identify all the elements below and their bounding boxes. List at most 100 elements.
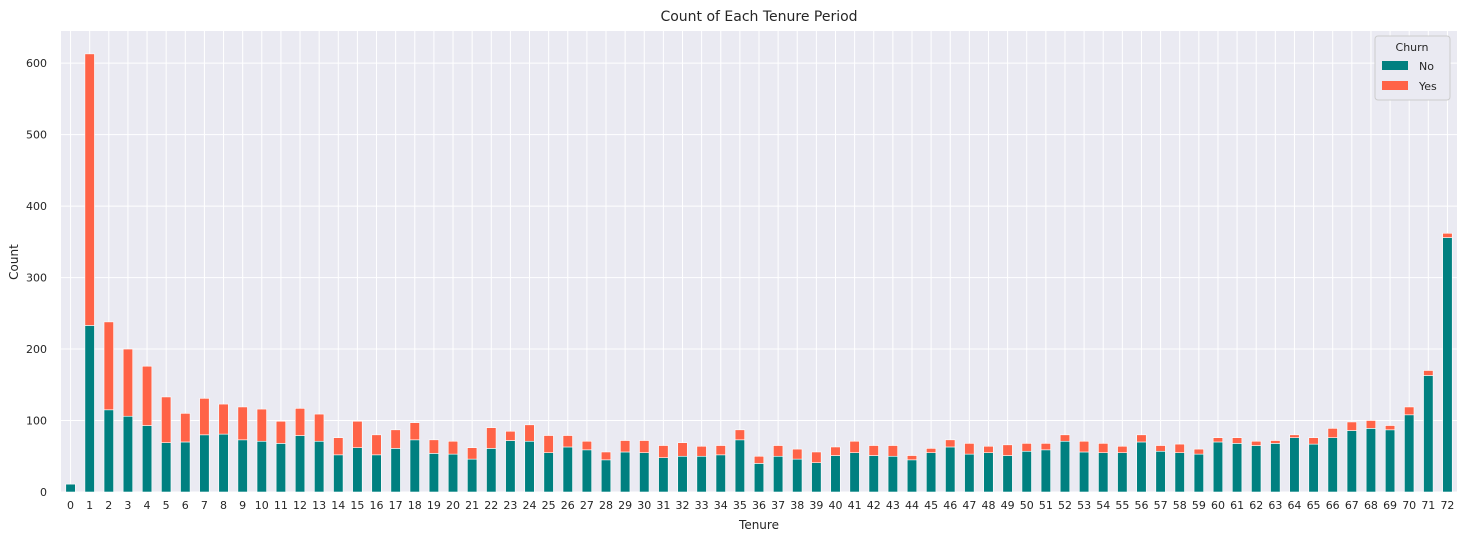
y-tick-label: 0 (40, 486, 47, 499)
legend-swatch-no (1382, 61, 1408, 70)
x-tick-label: 50 (1020, 499, 1034, 512)
x-tick-label: 14 (331, 499, 345, 512)
bar-yes-2 (103, 321, 114, 411)
x-tick-label: 54 (1096, 499, 1110, 512)
bar-yes-66 (1327, 428, 1338, 438)
bar-yes-8 (218, 403, 229, 435)
bar-yes-54 (1098, 443, 1109, 453)
bar-no-21 (467, 458, 478, 493)
bar-yes-13 (314, 413, 325, 442)
bar-yes-32 (677, 442, 688, 457)
y-tick-label: 400 (26, 200, 47, 213)
bar-yes-72 (1442, 232, 1453, 238)
x-tick-label: 30 (637, 499, 651, 512)
x-tick-label: 49 (1001, 499, 1015, 512)
legend-title: Churn (1396, 41, 1429, 54)
bar-yes-36 (753, 455, 765, 464)
bar-no-10 (256, 440, 267, 493)
bar-yes-12 (294, 408, 306, 436)
bar-yes-58 (1174, 443, 1185, 453)
bar-yes-48 (983, 445, 994, 453)
x-tick-label: 44 (905, 499, 919, 512)
bar-no-33 (696, 455, 707, 493)
x-tick-label: 72 (1440, 499, 1454, 512)
x-tick-label: 6 (182, 499, 189, 512)
x-tick-label: 34 (714, 499, 728, 512)
x-tick-label: 27 (580, 499, 594, 512)
bar-yes-53 (1079, 440, 1090, 453)
x-tick-label: 53 (1077, 499, 1091, 512)
bar-no-61 (1232, 443, 1243, 493)
bar-no-2 (103, 409, 114, 493)
bar-no-58 (1174, 452, 1185, 493)
bar-no-52 (1059, 440, 1071, 493)
bar-no-15 (352, 447, 363, 493)
bar-yes-41 (849, 440, 860, 453)
bar-yes-39 (811, 451, 822, 463)
x-tick-labels: 0 1 2 3 4 5 6 7 8 9 10 11 12 13 14 15 16 17 18 19 20 21 22 23 24… (67, 499, 1454, 512)
bar-yes-35 (734, 429, 745, 441)
bar-no-23 (505, 440, 516, 493)
x-tick-label: 71 (1421, 499, 1435, 512)
bar-yes-16 (371, 434, 382, 456)
bar-no-42 (868, 455, 879, 493)
bar-no-62 (1251, 445, 1262, 493)
bar-no-18 (409, 439, 420, 493)
bar-yes-70 (1404, 406, 1415, 416)
x-tick-label: 20 (446, 499, 460, 512)
bar-no-70 (1404, 414, 1415, 493)
bar-no-50 (1021, 450, 1032, 493)
bar-yes-55 (1117, 445, 1128, 453)
x-tick-label: 3 (124, 499, 131, 512)
bar-no-30 (639, 452, 650, 493)
x-tick-label: 47 (962, 499, 976, 512)
bar-no-13 (314, 440, 325, 493)
bar-no-57 (1155, 450, 1166, 493)
bar-no-8 (218, 433, 229, 493)
x-tick-label: 65 (1307, 499, 1321, 512)
bar-yes-22 (486, 427, 497, 449)
x-tick-label: 59 (1192, 499, 1206, 512)
bar-yes-26 (562, 435, 573, 448)
x-tick-label: 12 (293, 499, 307, 512)
bar-yes-23 (505, 430, 516, 441)
bar-no-17 (390, 448, 401, 493)
x-tick-label: 66 (1326, 499, 1340, 512)
y-tick-label: 600 (26, 57, 47, 70)
bar-no-7 (199, 434, 210, 493)
bar-no-31 (658, 457, 669, 493)
bar-yes-71 (1423, 370, 1434, 376)
bars (65, 53, 1453, 493)
bar-yes-40 (830, 446, 841, 456)
bar-no-38 (792, 458, 803, 493)
bar-no-39 (811, 462, 822, 493)
x-axis-label: Tenure (738, 518, 779, 532)
bar-yes-43 (887, 445, 898, 457)
bar-yes-61 (1232, 437, 1243, 444)
y-tick-label: 500 (26, 129, 47, 142)
bar-yes-9 (237, 406, 248, 441)
x-tick-label: 51 (1039, 499, 1053, 512)
bar-no-37 (773, 455, 784, 493)
bar-yes-49 (1002, 444, 1013, 456)
bar-no-60 (1212, 441, 1224, 493)
bar-yes-11 (275, 420, 286, 444)
bar-yes-34 (715, 445, 726, 456)
x-tick-label: 38 (790, 499, 804, 512)
bar-yes-38 (792, 448, 803, 460)
x-tick-label: 48 (981, 499, 995, 512)
bar-no-19 (428, 453, 439, 493)
y-tick-label: 300 (26, 272, 47, 285)
bar-yes-62 (1251, 440, 1262, 446)
x-tick-label: 25 (542, 499, 556, 512)
x-tick-label: 68 (1364, 499, 1378, 512)
x-tick-label: 7 (201, 499, 208, 512)
x-tick-label: 46 (943, 499, 957, 512)
x-tick-label: 19 (427, 499, 441, 512)
x-tick-label: 17 (389, 499, 403, 512)
x-tick-label: 60 (1211, 499, 1225, 512)
legend-label-yes: Yes (1418, 80, 1437, 93)
x-tick-label: 10 (255, 499, 269, 512)
bar-no-53 (1079, 451, 1090, 493)
y-tick-labels: 0 100 200 300 400 500 600 (26, 57, 47, 499)
